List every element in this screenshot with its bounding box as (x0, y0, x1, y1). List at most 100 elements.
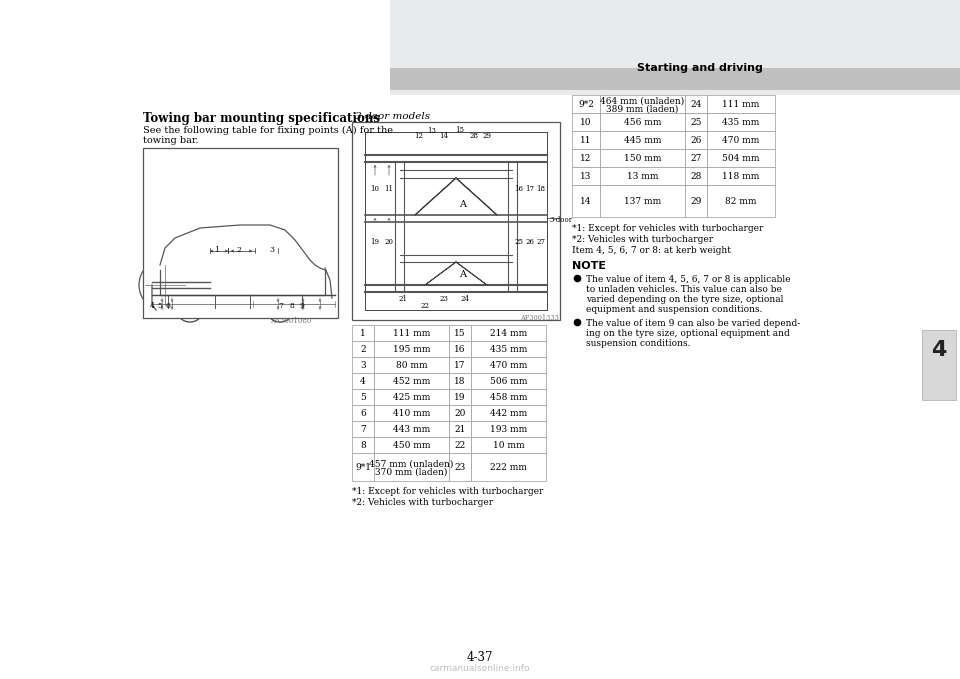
Bar (707, 131, 775, 149)
Text: 19: 19 (371, 238, 379, 246)
Text: 506 mm: 506 mm (490, 377, 527, 386)
Bar (449, 389, 471, 405)
Text: 16: 16 (515, 185, 523, 193)
Bar (600, 167, 685, 185)
Text: 111 mm: 111 mm (393, 329, 430, 338)
Text: 457 mm (unladen): 457 mm (unladen) (370, 460, 454, 469)
Text: 435 mm: 435 mm (722, 118, 759, 127)
Text: 458 mm: 458 mm (490, 393, 527, 402)
Text: *2: Vehicles with turbocharger: *2: Vehicles with turbocharger (352, 498, 493, 507)
Bar (449, 437, 471, 453)
Text: 456 mm: 456 mm (624, 118, 661, 127)
Text: A: A (459, 200, 466, 209)
Bar (572, 149, 600, 167)
Text: 27: 27 (690, 154, 702, 163)
Bar (390, 68, 960, 90)
Text: 6: 6 (360, 409, 366, 418)
Bar (572, 185, 600, 217)
Text: 150 mm: 150 mm (624, 154, 661, 163)
Text: 2: 2 (360, 345, 366, 354)
Bar (471, 389, 546, 405)
Bar (449, 421, 471, 437)
Text: 111 mm: 111 mm (722, 100, 759, 109)
Text: 23: 23 (440, 295, 448, 303)
Text: 4-37: 4-37 (467, 651, 493, 664)
Text: 3-door models: 3-door models (355, 112, 430, 121)
Bar (352, 437, 374, 453)
Text: 13 mm: 13 mm (627, 172, 659, 181)
Text: 193 mm: 193 mm (490, 425, 527, 434)
Text: 7: 7 (360, 425, 366, 434)
Text: 8: 8 (289, 302, 294, 310)
Bar (352, 357, 374, 373)
Text: 370 mm (laden): 370 mm (laden) (375, 468, 447, 477)
Text: 18: 18 (537, 185, 545, 193)
Bar (707, 113, 775, 131)
Text: 20: 20 (385, 238, 394, 246)
Bar (471, 325, 546, 341)
Text: 9*2: 9*2 (578, 100, 594, 109)
Text: AF3001333: AF3001333 (520, 314, 559, 322)
Bar (685, 95, 707, 113)
Text: A: A (459, 270, 466, 279)
Text: 24: 24 (461, 295, 469, 303)
Bar (374, 325, 449, 341)
Bar (600, 131, 685, 149)
Text: 10: 10 (371, 185, 379, 193)
Text: 4: 4 (360, 377, 366, 386)
Text: 5: 5 (360, 393, 366, 402)
Text: Towing bar mounting specifications: Towing bar mounting specifications (143, 112, 380, 125)
Text: 13: 13 (427, 127, 437, 135)
Text: 435 mm: 435 mm (490, 345, 527, 354)
Bar (572, 167, 600, 185)
Text: towing bar.: towing bar. (143, 136, 199, 145)
Bar (685, 167, 707, 185)
Text: 24: 24 (690, 100, 702, 109)
Text: 29: 29 (690, 197, 702, 206)
Text: 17: 17 (525, 185, 535, 193)
Text: 22: 22 (454, 441, 466, 450)
Bar (352, 373, 374, 389)
Text: equipment and suspension conditions.: equipment and suspension conditions. (586, 305, 762, 314)
Bar (352, 325, 374, 341)
Bar (449, 341, 471, 357)
Text: Starting and driving: Starting and driving (637, 63, 763, 73)
Text: 137 mm: 137 mm (624, 197, 661, 206)
Bar (471, 357, 546, 373)
Text: *1: Except for vehicles with turbocharger: *1: Except for vehicles with turbocharge… (352, 487, 543, 496)
Bar (449, 373, 471, 389)
Text: 442 mm: 442 mm (490, 409, 527, 418)
Text: 443 mm: 443 mm (393, 425, 430, 434)
Text: 118 mm: 118 mm (722, 172, 759, 181)
Text: 28: 28 (469, 132, 478, 140)
Bar (352, 405, 374, 421)
Text: 410 mm: 410 mm (393, 409, 430, 418)
Bar (707, 95, 775, 113)
Text: 21: 21 (454, 425, 466, 434)
Text: 29: 29 (483, 132, 492, 140)
Text: 12: 12 (580, 154, 591, 163)
Text: 26: 26 (690, 136, 702, 145)
Bar (374, 341, 449, 357)
Text: 16: 16 (454, 345, 466, 354)
Text: 25: 25 (515, 238, 523, 246)
Bar (471, 373, 546, 389)
Bar (685, 113, 707, 131)
Bar (685, 131, 707, 149)
Text: carmanualsonline.info: carmanualsonline.info (430, 664, 530, 673)
Bar (374, 405, 449, 421)
Text: 20: 20 (454, 409, 466, 418)
Bar (707, 149, 775, 167)
Bar (390, 0, 960, 95)
Bar (572, 131, 600, 149)
Text: 14: 14 (580, 197, 591, 206)
Bar (572, 95, 600, 113)
Bar (600, 185, 685, 217)
Text: 22: 22 (420, 302, 429, 310)
Text: 7: 7 (278, 302, 283, 310)
Text: 19: 19 (454, 393, 466, 402)
Text: NOTE: NOTE (572, 261, 606, 271)
Text: 80 mm: 80 mm (396, 361, 427, 370)
Text: 9: 9 (300, 302, 305, 310)
Bar (922, 330, 956, 400)
